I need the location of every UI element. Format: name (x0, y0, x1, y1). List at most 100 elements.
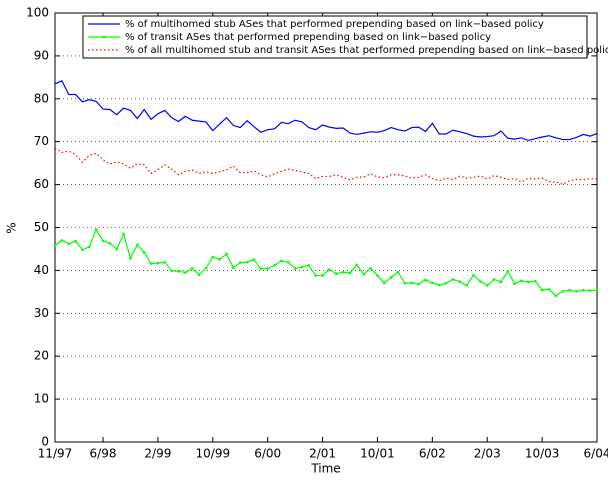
data-point (300, 265, 304, 269)
data-point (568, 288, 571, 292)
data-point (170, 269, 173, 273)
legend-label: % of multihomed stub ASes that performed… (125, 19, 544, 30)
data-point (314, 274, 318, 277)
data-point (245, 260, 249, 264)
data-point (348, 271, 352, 275)
data-point (177, 269, 180, 273)
data-point (520, 279, 523, 282)
data-point (410, 281, 414, 285)
data-point (163, 260, 167, 264)
plot-frame (54, 12, 598, 443)
x-tick-label: 11/97 (38, 447, 73, 461)
data-point (115, 247, 119, 251)
x-tick-label: 6/98 (90, 447, 117, 461)
y-tick-label: 60 (34, 177, 49, 191)
data-point (321, 274, 324, 277)
x-tick-label: 10/03 (525, 447, 560, 461)
data-point (328, 268, 331, 271)
data-point (341, 270, 345, 274)
data-point (101, 239, 105, 243)
y-tick-label: 40 (34, 263, 49, 277)
data-line (54, 80, 598, 142)
data-point (94, 228, 98, 231)
y-tick-label: 90 (34, 48, 49, 62)
y-axis-label: % (5, 222, 19, 233)
data-point (396, 270, 400, 274)
data-point (122, 232, 125, 236)
data-point (293, 267, 297, 270)
data-point (492, 278, 496, 281)
data-point (540, 288, 544, 292)
data-point (444, 281, 448, 285)
legend-label: % of transit ASes that performed prepend… (125, 32, 491, 43)
data-line (54, 147, 598, 185)
y-tick-label: 80 (34, 91, 49, 105)
data-point (252, 258, 256, 261)
data-point (575, 290, 578, 293)
x-axis-label: Time (310, 462, 340, 476)
data-point (458, 280, 462, 283)
data-point (60, 239, 64, 242)
data-point (280, 259, 283, 263)
legend-box (82, 15, 588, 59)
y-tick-label: 100 (26, 6, 49, 20)
y-tick-label: 20 (34, 349, 49, 363)
data-point (238, 261, 242, 264)
x-tick-label: 2/99 (144, 447, 171, 461)
data-point (307, 263, 311, 267)
data-point (485, 284, 489, 287)
data-point (218, 257, 221, 261)
data-point (595, 288, 599, 292)
data-point (383, 281, 386, 285)
data-point (81, 248, 84, 252)
data-point (149, 262, 153, 265)
data-point (225, 252, 228, 256)
data-point (108, 242, 112, 245)
data-point (472, 273, 475, 277)
data-point (547, 287, 551, 291)
data-point (197, 273, 201, 276)
x-tick-label: 2/03 (474, 447, 501, 461)
data-point (506, 269, 510, 273)
data-point (561, 290, 564, 293)
data-point (499, 280, 503, 284)
x-tick-label: 6/02 (419, 447, 446, 461)
y-tick-label: 10 (34, 392, 49, 406)
data-point (355, 263, 359, 267)
y-tick-label: 50 (34, 220, 49, 234)
data-point (417, 282, 420, 286)
data-point (88, 245, 91, 249)
data-point (184, 271, 187, 274)
data-point (259, 267, 263, 270)
data-point (53, 244, 57, 247)
y-tick-label: 70 (34, 134, 49, 148)
legend-label: % of all multihomed stub and transit ASe… (125, 45, 608, 56)
data-point (527, 280, 530, 284)
data-point (431, 281, 434, 285)
data-point (190, 266, 194, 270)
data-point (389, 275, 393, 279)
data-point (554, 294, 558, 298)
data-point (403, 281, 407, 285)
data-point (266, 267, 269, 270)
data-point (424, 278, 427, 282)
data-point (273, 263, 276, 267)
legend: % of multihomed stub ASes that performed… (82, 15, 608, 59)
data-point (232, 266, 235, 270)
y-tick-label: 0 (41, 435, 49, 449)
data-point (437, 283, 441, 287)
data-point (142, 251, 146, 254)
data-point (479, 280, 482, 283)
y-tick-label: 30 (34, 306, 49, 320)
data-point (156, 261, 160, 265)
data-point (286, 260, 290, 264)
data-point (588, 289, 592, 292)
data-point (369, 266, 372, 270)
data-point (513, 282, 516, 285)
x-tick-label: 2/01 (309, 447, 336, 461)
data-point (74, 239, 77, 243)
data-point (67, 242, 71, 246)
x-tick-label: 6/04 (584, 447, 608, 461)
